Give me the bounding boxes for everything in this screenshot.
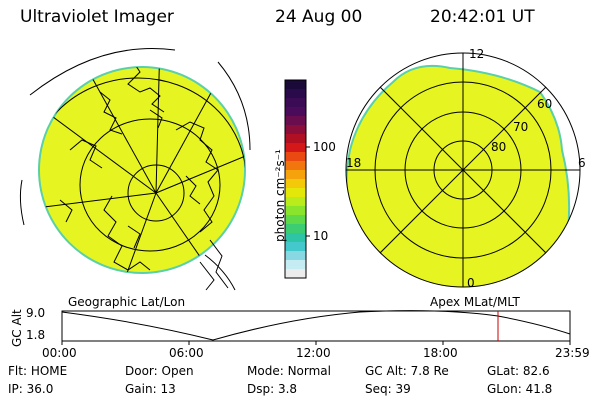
status-seq-value: 39 <box>395 382 411 396</box>
mlat-label-70: 70 <box>513 120 529 134</box>
status-flt-label: Flt: <box>8 364 27 378</box>
colorbar-segment <box>285 170 306 180</box>
mlat-label-60: 60 <box>537 97 553 111</box>
colorbar-segment <box>285 107 306 117</box>
mlt-label-0: 0 <box>467 276 475 290</box>
colorbar-segment <box>285 98 306 108</box>
apex-caption: Apex MLat/MLT <box>430 295 520 309</box>
colorbar-frame <box>284 79 307 279</box>
status-glon-value: 41.8 <box>525 382 553 396</box>
status-mode-value: Normal <box>287 364 331 378</box>
status-glat-label: GLat: <box>487 364 520 378</box>
mag-image-region <box>346 64 571 287</box>
colorbar-label-10: 10 <box>313 229 329 243</box>
status-dsp-label: Dsp: <box>247 382 275 396</box>
status-dsp-value: 3.8 <box>277 382 298 396</box>
colorbar-segment <box>285 188 306 198</box>
mlat-label-80: 80 <box>491 140 507 154</box>
altitude-y-tick-1-8: 1.8 <box>26 328 46 342</box>
time-tick-1800: 18:00 <box>423 346 458 360</box>
status-flt: Flt: HOME <box>8 364 67 378</box>
colorbar-segment <box>285 197 306 207</box>
colorbar-segment <box>285 143 306 153</box>
status-glon-label: GLon: <box>487 382 522 396</box>
status-gain-value: 13 <box>160 382 176 396</box>
colorbar-segment <box>285 242 306 252</box>
observation-date: 24 Aug 00 <box>275 7 363 27</box>
geographic-caption: Geographic Lat/Lon <box>68 295 186 309</box>
geographic-map <box>19 47 251 291</box>
colorbar-segment <box>285 269 306 279</box>
status-door-label: Door: <box>125 364 158 378</box>
colorbar-segment <box>285 233 306 243</box>
status-ip: IP: 36.0 <box>8 382 53 396</box>
instrument-title: Ultraviolet Imager <box>20 7 174 27</box>
time-tick-1200: 12:00 <box>296 346 331 360</box>
colorbar-segment <box>285 116 306 126</box>
time-tick-0600: 06:00 <box>169 346 204 360</box>
mlt-label-18: 18 <box>346 156 362 170</box>
status-seq: Seq: 39 <box>365 382 411 396</box>
status-mode: Mode: Normal <box>247 364 331 378</box>
colorbar-segment <box>285 125 306 135</box>
observation-time: 20:42:01 UT <box>430 7 535 27</box>
status-gcalt-label: GC Alt: <box>365 364 407 378</box>
altitude-y-label: GC Alt <box>10 309 24 347</box>
colorbar-segment <box>285 224 306 234</box>
colorbar-segment <box>285 89 306 99</box>
time-tick-2359: 23:59 <box>555 346 590 360</box>
time-tick-0000: 00:00 <box>42 346 77 360</box>
mlt-label-6: 6 <box>578 156 586 170</box>
colorbar-segment <box>285 179 306 189</box>
altitude-plot <box>61 310 571 345</box>
status-gain-label: Gain: <box>125 382 157 396</box>
status-dsp: Dsp: 3.8 <box>247 382 297 396</box>
altitude-curve <box>61 310 571 341</box>
status-glat: GLat: 82.6 <box>487 364 550 378</box>
status-mode-label: Mode: <box>247 364 284 378</box>
altitude-y-tick-9: 9.0 <box>26 306 46 320</box>
colorbar-label-100: 100 <box>313 140 336 154</box>
colorbar-unit-label: photon cm⁻²s⁻¹ <box>273 149 287 242</box>
magnetic-map <box>345 52 581 288</box>
colorbar-segment <box>285 206 306 216</box>
geo-outer-arcs <box>19 47 251 291</box>
geo-coast-overflow <box>199 239 229 291</box>
colorbar-segment <box>285 80 306 90</box>
colorbar <box>285 80 306 279</box>
status-gcalt-value: 7.8 Re <box>410 364 449 378</box>
mlt-label-12: 12 <box>469 47 485 61</box>
status-ip-label: IP: <box>8 382 23 396</box>
altitude-x-ticks <box>61 341 571 345</box>
status-ip-value: 36.0 <box>26 382 54 396</box>
status-seq-label: Seq: <box>365 382 392 396</box>
status-glat-value: 82.6 <box>522 364 550 378</box>
colorbar-segment <box>285 260 306 270</box>
colorbar-segment <box>285 215 306 225</box>
geo-image-fill <box>40 68 244 272</box>
colorbar-segment <box>285 251 306 261</box>
status-gcalt: GC Alt: 7.8 Re <box>365 364 449 378</box>
status-flt-value: HOME <box>30 364 68 378</box>
geo-grid <box>39 67 245 273</box>
status-door: Door: Open <box>125 364 194 378</box>
colorbar-segment <box>285 161 306 171</box>
status-glon: GLon: 41.8 <box>487 382 552 396</box>
status-door-value: Open <box>161 364 194 378</box>
status-gain: Gain: 13 <box>125 382 176 396</box>
colorbar-segment <box>285 134 306 144</box>
colorbar-segment <box>285 152 306 162</box>
mag-grid <box>345 52 581 288</box>
